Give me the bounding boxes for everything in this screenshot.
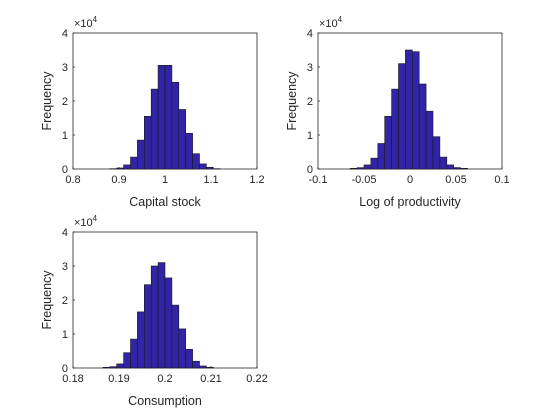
y-exponent-label: ×104	[74, 214, 98, 229]
y-tick-label: 4	[62, 227, 68, 239]
histogram-bar	[157, 65, 166, 170]
subplot-consumption: 0.18 0.19 0.2 0.21 0.2201234×104ConsumptionF…	[40, 214, 268, 408]
histogram-bar	[418, 83, 427, 170]
x-tick-label: 0.2	[157, 373, 172, 385]
y-tick-label: 2	[307, 96, 313, 108]
y-axis-label: Frequency	[40, 71, 54, 131]
x-tick-label: 0.9	[111, 174, 126, 186]
y-tick-label: 0	[307, 164, 313, 176]
y-tick-label: 2	[62, 96, 68, 108]
histogram-bar	[164, 277, 173, 369]
histogram-bar	[185, 348, 193, 369]
y-tick-label: 1	[307, 130, 313, 142]
x-axis-label: Consumption	[128, 394, 202, 408]
x-tick-label: 1	[162, 174, 168, 186]
y-tick-label: 1	[62, 329, 68, 341]
x-tick-label: -0.1	[309, 174, 328, 186]
y-tick-label: 0	[62, 363, 68, 375]
x-tick-label: 1.2	[249, 174, 264, 186]
x-tick-label: 0.8	[65, 174, 80, 186]
x-axis-label: Log of productivity	[359, 195, 461, 209]
histogram-bar	[432, 136, 441, 170]
x-tick-label: 0.21	[200, 373, 221, 385]
histogram-bar	[130, 338, 138, 369]
histogram-bar	[405, 49, 413, 170]
y-exponent-base: ×10	[74, 217, 93, 229]
y-exponent-label: ×104	[319, 15, 343, 30]
histogram-bar	[398, 63, 406, 170]
histogram-bar	[130, 156, 138, 170]
histogram-bar	[199, 163, 207, 170]
histogram-bar	[453, 167, 461, 170]
histogram-bar	[206, 167, 214, 170]
histogram-bar	[109, 366, 118, 369]
y-exponent-power: 4	[93, 214, 98, 223]
histogram-bar	[425, 110, 434, 170]
histogram-bar	[411, 51, 420, 170]
histogram-bar	[370, 157, 379, 170]
histogram-bar	[384, 116, 392, 170]
y-tick-label: 3	[307, 62, 313, 74]
histogram-bar	[185, 133, 193, 170]
histogram-bar	[102, 367, 111, 369]
y-exponent-power: 4	[93, 15, 98, 24]
y-tick-label: 3	[62, 261, 68, 273]
histogram-bar	[116, 167, 124, 170]
histogram-bar	[460, 168, 468, 170]
y-tick-label: 4	[307, 28, 313, 40]
histogram-bar	[178, 328, 187, 369]
histogram-bar	[356, 167, 365, 170]
histogram-bar	[446, 164, 454, 170]
histogram-bar	[157, 262, 166, 369]
histogram-bar	[199, 365, 207, 369]
histogram-bar	[123, 164, 131, 170]
histogram-bar	[137, 311, 145, 369]
histogram-bar	[178, 109, 187, 170]
histogram-bar	[192, 360, 200, 369]
histogram-bar	[150, 88, 159, 170]
histogram-bar	[144, 284, 152, 369]
x-tick-label: 0.05	[445, 174, 466, 186]
histogram-bar	[377, 143, 385, 170]
y-axis-label: Frequency	[285, 71, 299, 131]
y-tick-label: 2	[62, 295, 68, 307]
x-tick-label: 0.18	[62, 373, 83, 385]
y-exponent-label: ×104	[74, 15, 98, 30]
histogram-bar	[192, 153, 200, 170]
x-axis-label: Capital stock	[129, 195, 201, 209]
y-tick-label: 4	[62, 28, 68, 40]
histogram-bar	[123, 352, 131, 369]
histogram-bar	[363, 164, 372, 170]
y-tick-label: 0	[62, 164, 68, 176]
x-tick-label: 0	[407, 174, 413, 186]
histogram-bar	[164, 65, 173, 170]
histogram-bar	[439, 156, 448, 170]
y-exponent-power: 4	[338, 15, 343, 24]
x-tick-label: 0.1	[494, 174, 509, 186]
histogram-bar	[206, 367, 214, 369]
y-tick-label: 3	[62, 62, 68, 74]
histogram-bar	[137, 139, 145, 170]
x-tick-label: 0.19	[108, 373, 129, 385]
histogram-bar	[116, 363, 124, 369]
histogram-bar	[391, 88, 399, 170]
y-exponent-base: ×10	[319, 18, 338, 30]
y-axis-label: Frequency	[40, 270, 54, 330]
histogram-bar	[144, 116, 152, 170]
x-tick-label: 1.1	[203, 174, 218, 186]
histogram-bar	[150, 265, 159, 369]
histogram-bar	[171, 304, 180, 369]
y-tick-label: 1	[62, 130, 68, 142]
histogram-bar	[349, 168, 358, 170]
x-tick-label: 0.22	[246, 373, 267, 385]
x-tick-label: -0.05	[351, 174, 376, 186]
y-exponent-base: ×10	[74, 18, 93, 30]
histogram-bar	[171, 82, 180, 170]
